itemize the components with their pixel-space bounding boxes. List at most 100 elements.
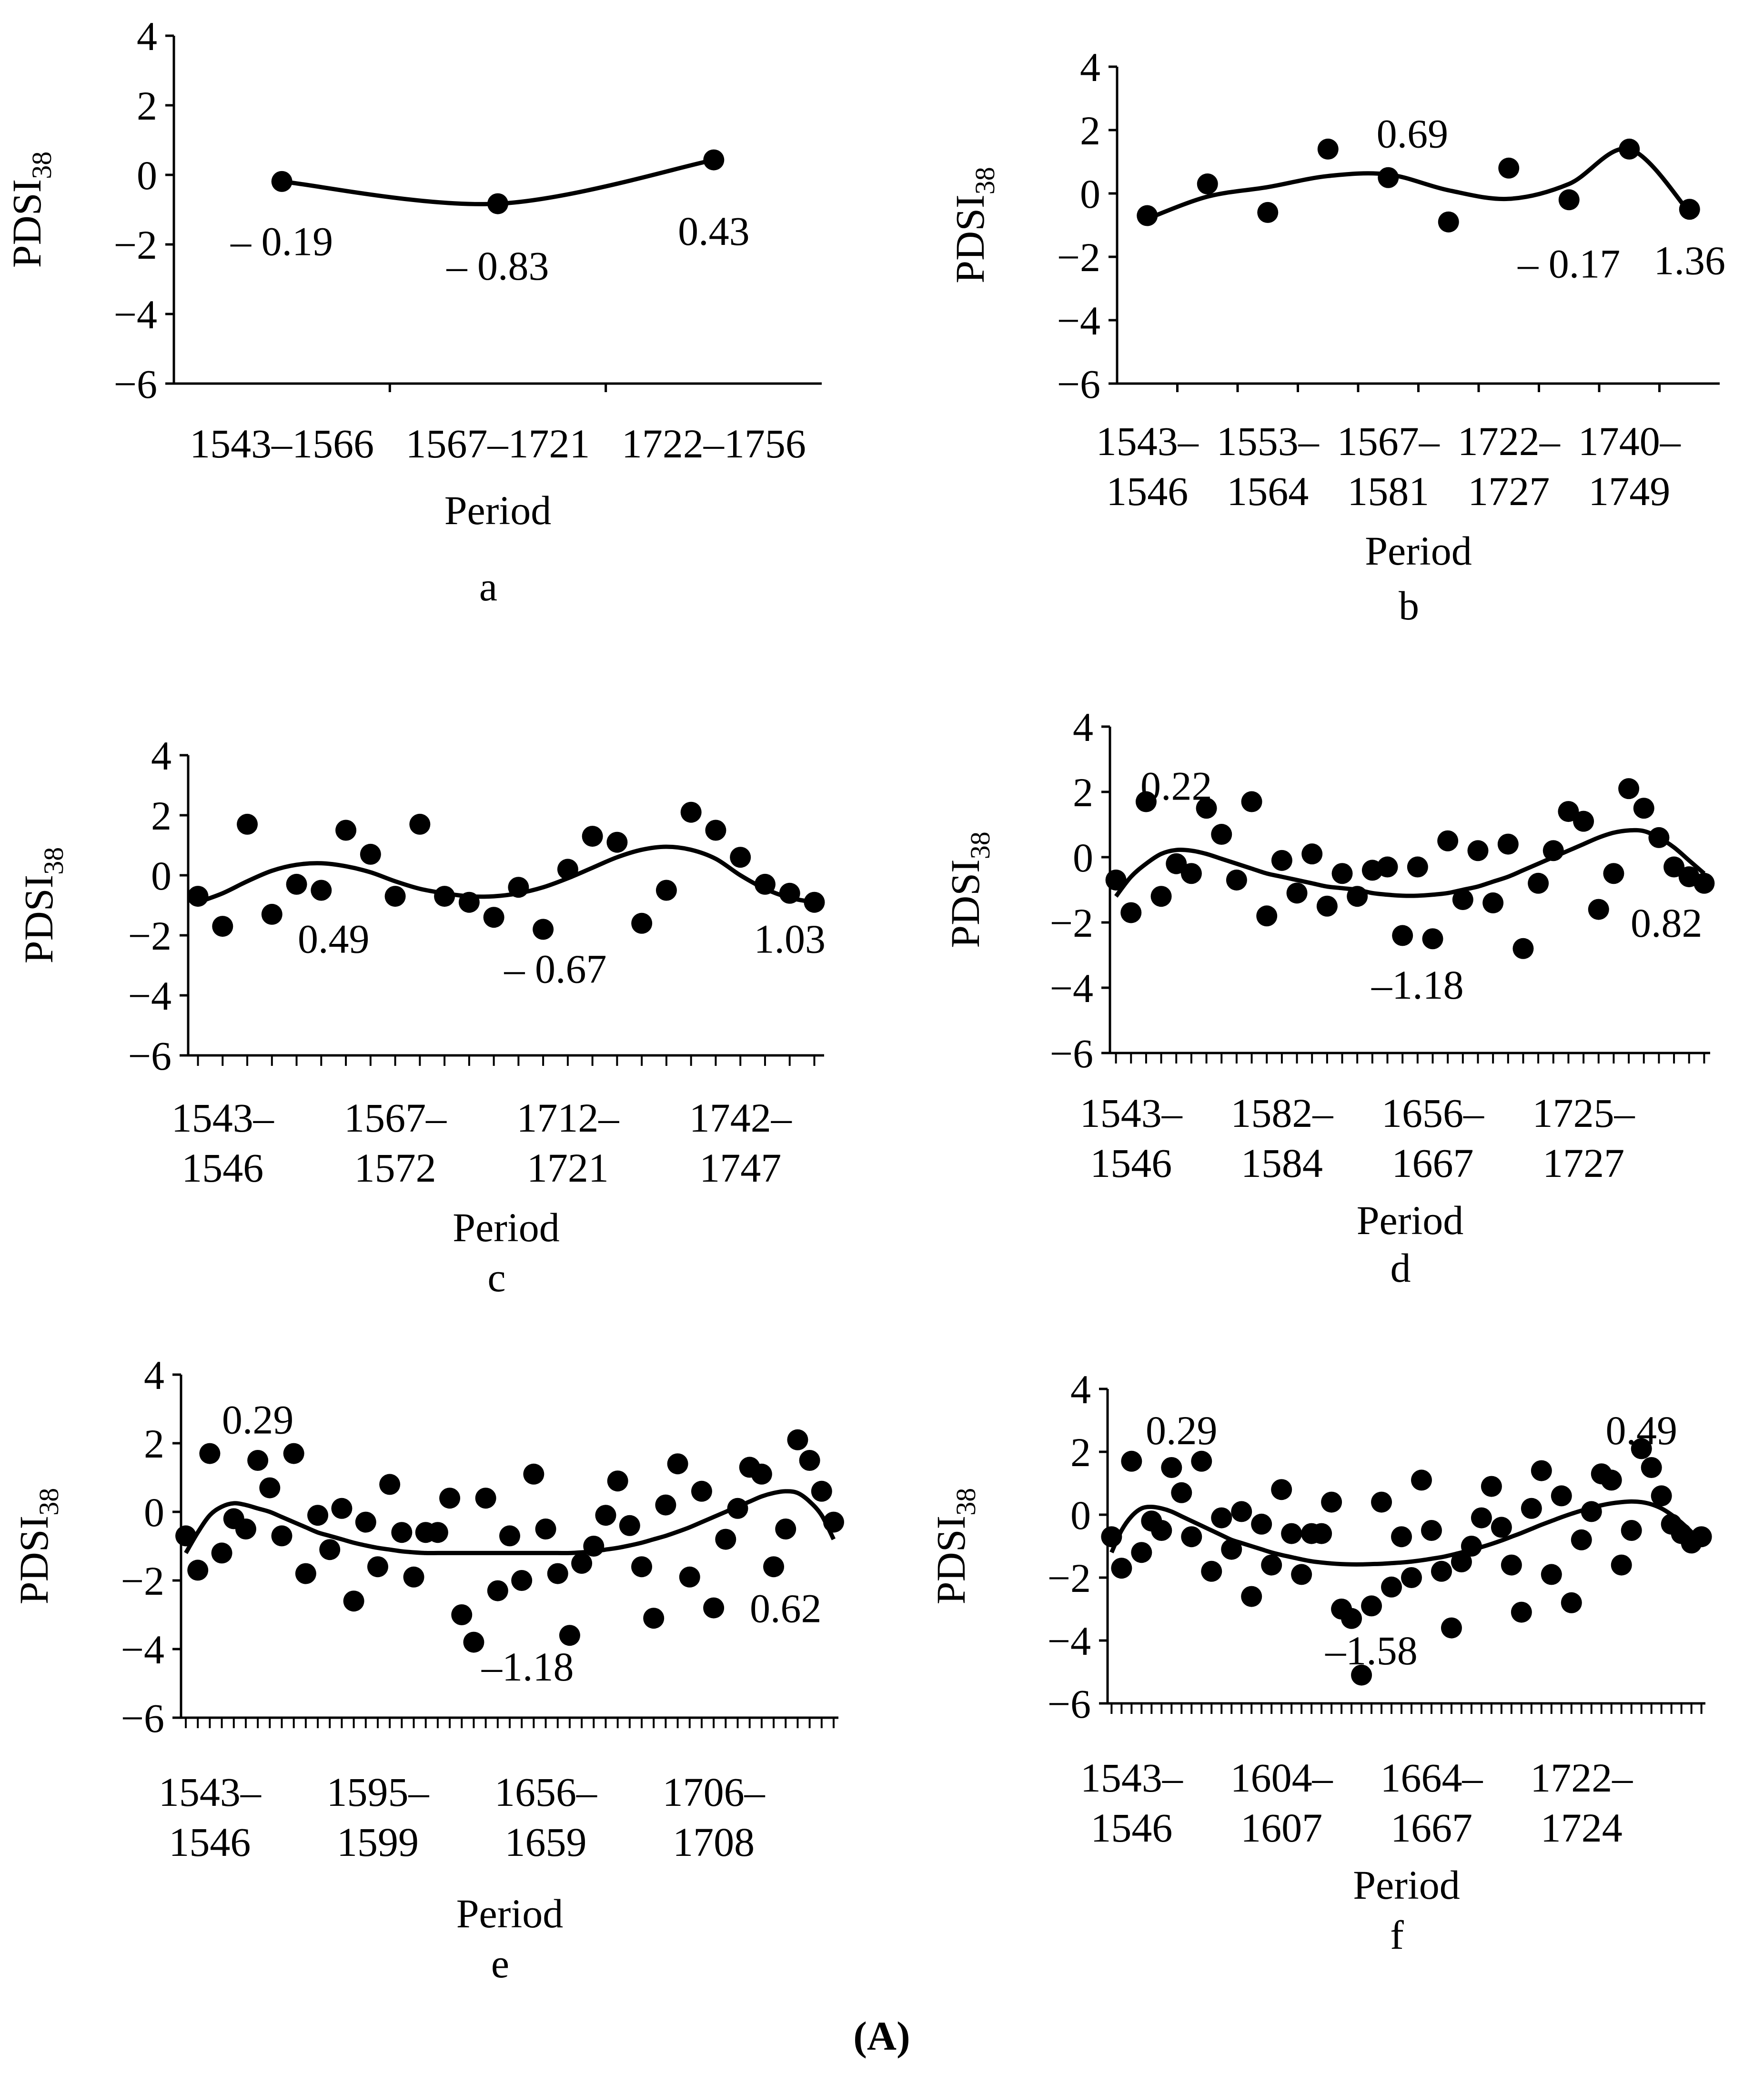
y-tick-label: 0 (1070, 1492, 1091, 1538)
x-tick-label: 1712– 1721 (516, 1095, 619, 1191)
data-point (1150, 886, 1172, 907)
data-point (1512, 938, 1534, 959)
data-point (261, 903, 282, 925)
data-point (1498, 157, 1520, 179)
panel-label: a (479, 564, 497, 609)
data-point (727, 1498, 748, 1519)
trend-line (1146, 146, 1692, 221)
y-tick-label: −4 (1049, 965, 1093, 1011)
data-point (1497, 833, 1519, 855)
x-axis-title: Period (1365, 528, 1472, 574)
data-point (1251, 1513, 1272, 1535)
y-tick-label: 4 (144, 1352, 164, 1398)
y-tick-label: 0 (151, 853, 171, 899)
data-point (211, 1542, 232, 1564)
y-tick-label: 2 (1070, 1429, 1091, 1475)
data-point (1663, 856, 1685, 878)
data-point (1211, 824, 1232, 845)
data-point (1491, 1517, 1512, 1538)
value-annotation: 0.22 (1140, 763, 1212, 809)
value-annotation: 1.03 (754, 916, 826, 962)
data-point (811, 1480, 832, 1502)
x-tick-label: 1722– 1727 (1458, 418, 1561, 514)
data-point (187, 886, 209, 907)
data-point (1421, 1520, 1442, 1541)
data-point (754, 873, 776, 895)
y-tick-label: −6 (1047, 1681, 1091, 1727)
data-point (1321, 1491, 1342, 1513)
y-tick-label: −2 (121, 1558, 164, 1604)
data-point (1551, 1485, 1572, 1507)
data-point (1241, 791, 1262, 812)
data-point (1347, 886, 1368, 907)
data-point (655, 880, 677, 901)
data-point (212, 916, 233, 937)
data-point (1316, 895, 1338, 917)
data-point (427, 1522, 448, 1543)
y-tick-label: −6 (121, 1695, 164, 1741)
data-point (1558, 189, 1580, 211)
value-annotation: 0.43 (678, 208, 750, 254)
x-tick-label: 1543– 1546 (1080, 1755, 1183, 1851)
y-tick-label: 4 (137, 13, 157, 59)
data-point (715, 1529, 736, 1550)
data-point (259, 1477, 281, 1499)
data-point (483, 907, 504, 928)
x-axis-title: Period (1353, 1862, 1460, 1908)
x-tick-label: 1722–1756 (622, 421, 806, 466)
data-point (1271, 1479, 1292, 1500)
data-point (307, 1505, 329, 1526)
data-point (705, 820, 726, 841)
data-point (1378, 167, 1399, 188)
chart-panel-a: −6 −4 −2 0 2 4 1543–1566 1567–1721 1722–1756 Peri… (4, 13, 822, 609)
y-tick-label: 0 (144, 1489, 164, 1535)
data-point (679, 1566, 700, 1588)
data-point (631, 1556, 653, 1578)
data-point (691, 1480, 712, 1502)
data-point (1135, 791, 1157, 812)
data-point (1181, 1526, 1202, 1548)
data-point (1511, 1601, 1532, 1623)
panel-label: f (1390, 1912, 1404, 1958)
data-point (355, 1511, 376, 1533)
y-tick-label: 4 (1070, 1367, 1091, 1412)
data-point (1377, 856, 1398, 878)
data-point (235, 1519, 256, 1539)
data-point (286, 873, 307, 895)
value-annotation: – 0.67 (504, 946, 607, 992)
x-tick-label: 1543– 1546 (1080, 1090, 1183, 1186)
data-point (343, 1590, 364, 1612)
data-point (1137, 205, 1158, 226)
data-point (1437, 830, 1459, 851)
data-point (1341, 1608, 1362, 1629)
x-tick-label: 1656– 1659 (494, 1769, 597, 1865)
x-tick-label: 1582– 1584 (1230, 1090, 1333, 1186)
panel-label: b (1399, 583, 1419, 628)
data-point (1541, 1564, 1562, 1585)
data-point (1131, 1542, 1152, 1563)
data-point (1391, 1526, 1412, 1548)
data-point (1603, 863, 1624, 884)
data-point (763, 1556, 785, 1578)
value-annotation: 0.69 (1377, 111, 1449, 157)
data-point (187, 1560, 209, 1581)
y-tick-label: −2 (1057, 234, 1100, 280)
data-point (535, 1519, 556, 1539)
data-point (384, 886, 406, 907)
x-tick-label: 1543–1566 (190, 421, 374, 466)
data-point (511, 1570, 533, 1591)
y-tick-label: 2 (1073, 770, 1093, 815)
data-point (247, 1450, 269, 1471)
y-tick-label: −6 (113, 361, 157, 407)
data-point (458, 891, 480, 913)
data-point (1588, 899, 1609, 920)
data-point (1471, 1507, 1492, 1529)
y-tick-label: −4 (1057, 298, 1100, 344)
data-point (631, 912, 653, 934)
data-point (439, 1488, 461, 1509)
data-point (1201, 1560, 1222, 1582)
data-point (1392, 925, 1413, 946)
chart-panel-c: −6 −4 −2 0 2 4 1543– 1546 1567– 1572 1712– 1721 1742… (16, 733, 826, 1300)
x-tick-label: 1604– 1607 (1230, 1755, 1333, 1851)
